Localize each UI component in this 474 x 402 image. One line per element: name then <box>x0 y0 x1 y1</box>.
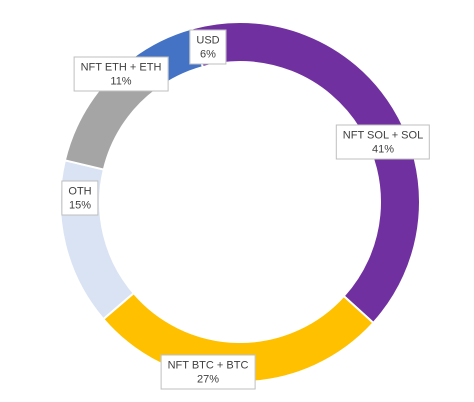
donut-slice-nft-sol <box>190 21 422 325</box>
data-label-oth-value: 15% <box>68 199 92 212</box>
data-label-usd-name: USD <box>196 34 220 47</box>
data-label-oth-name: OTH <box>68 185 92 198</box>
data-label-nft-btc-name: NFT BTC + BTC <box>167 359 249 372</box>
data-label-nft-btc: NFT BTC + BTC 27% <box>160 354 256 390</box>
data-label-nft-eth-name: NFT ETH + ETH <box>80 61 162 74</box>
data-label-nft-sol-value: 41% <box>371 143 395 156</box>
data-label-oth: OTH 15% <box>61 180 99 216</box>
data-label-usd-value: 6% <box>200 48 216 61</box>
data-label-nft-sol: NFT SOL + SOL 41% <box>335 124 431 160</box>
data-label-usd: USD 6% <box>189 29 227 65</box>
data-label-nft-sol-name: NFT SOL + SOL <box>342 129 424 142</box>
data-label-nft-btc-value: 27% <box>196 373 220 386</box>
data-label-nft-eth: NFT ETH + ETH 11% <box>73 56 169 92</box>
data-label-nft-eth-value: 11% <box>110 75 132 88</box>
